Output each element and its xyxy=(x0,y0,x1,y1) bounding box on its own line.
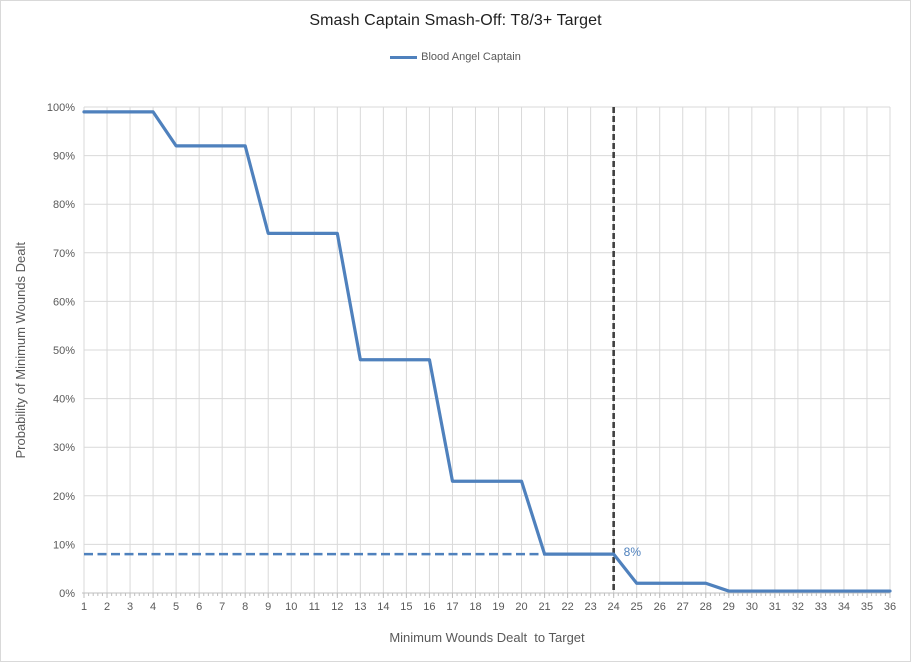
x-tick-labels: 1 2 3 4 5 6 7 8 9 10 11 12 13 14 15 16 17 18 19 20 21 22 23 24 2… xyxy=(81,601,896,613)
x-axis-title: Minimum Wounds Dealt to Target xyxy=(389,630,585,645)
svg-text:10%: 10% xyxy=(53,539,75,551)
svg-text:1: 1 xyxy=(81,601,87,613)
svg-text:15: 15 xyxy=(400,601,412,613)
svg-text:33: 33 xyxy=(815,601,827,613)
annotation-8pct-label: 8% xyxy=(624,545,642,559)
legend: Blood Angel Captain xyxy=(1,51,910,63)
legend-line-swatch xyxy=(390,55,418,59)
svg-text:80%: 80% xyxy=(53,199,75,211)
svg-text:3: 3 xyxy=(127,601,133,613)
svg-text:50%: 50% xyxy=(53,345,75,357)
svg-text:26: 26 xyxy=(654,601,666,613)
svg-text:0%: 0% xyxy=(59,588,75,600)
svg-text:60%: 60% xyxy=(53,296,75,308)
legend-series-label: Blood Angel Captain xyxy=(421,51,521,63)
svg-text:19: 19 xyxy=(492,601,504,613)
svg-text:24: 24 xyxy=(608,601,620,613)
svg-text:20%: 20% xyxy=(53,491,75,503)
svg-text:20: 20 xyxy=(515,601,527,613)
svg-text:21: 21 xyxy=(538,601,550,613)
svg-text:12: 12 xyxy=(331,601,343,613)
svg-text:34: 34 xyxy=(838,601,850,613)
svg-text:32: 32 xyxy=(792,601,804,613)
svg-text:9: 9 xyxy=(265,601,271,613)
svg-text:25: 25 xyxy=(631,601,643,613)
svg-text:10: 10 xyxy=(285,601,297,613)
svg-text:100%: 100% xyxy=(47,102,75,114)
svg-text:18: 18 xyxy=(469,601,481,613)
svg-text:31: 31 xyxy=(769,601,781,613)
svg-text:27: 27 xyxy=(677,601,689,613)
svg-text:8: 8 xyxy=(242,601,248,613)
svg-text:11: 11 xyxy=(309,601,320,613)
x-axis xyxy=(82,592,891,598)
svg-text:5: 5 xyxy=(173,601,179,613)
svg-text:7: 7 xyxy=(219,601,225,613)
svg-text:30: 30 xyxy=(746,601,758,613)
series-line-blood-angel-captain xyxy=(82,110,892,593)
svg-text:4: 4 xyxy=(150,601,156,613)
svg-text:40%: 40% xyxy=(53,394,75,406)
svg-text:13: 13 xyxy=(354,601,366,613)
svg-text:35: 35 xyxy=(861,601,873,613)
svg-text:17: 17 xyxy=(446,601,458,613)
svg-text:2: 2 xyxy=(104,601,110,613)
y-tick-labels: 0% 10% 20% 30% 40% 50% 60% 70% 80% 90% 100% xyxy=(47,102,75,600)
svg-text:90%: 90% xyxy=(53,151,75,163)
svg-text:16: 16 xyxy=(423,601,435,613)
chart-title: Smash Captain Smash-Off: T8/3+ Target xyxy=(309,12,602,29)
svg-text:30%: 30% xyxy=(53,442,75,454)
svg-text:14: 14 xyxy=(377,601,389,613)
svg-text:29: 29 xyxy=(723,601,735,613)
svg-text:28: 28 xyxy=(700,601,712,613)
svg-text:6: 6 xyxy=(196,601,202,613)
y-axis-title: Probability of Minimum Wounds Dealt xyxy=(13,241,28,459)
svg-text:23: 23 xyxy=(585,601,597,613)
svg-text:36: 36 xyxy=(884,601,896,613)
gridlines xyxy=(83,106,891,594)
svg-text:70%: 70% xyxy=(53,248,75,260)
svg-text:22: 22 xyxy=(561,601,573,613)
